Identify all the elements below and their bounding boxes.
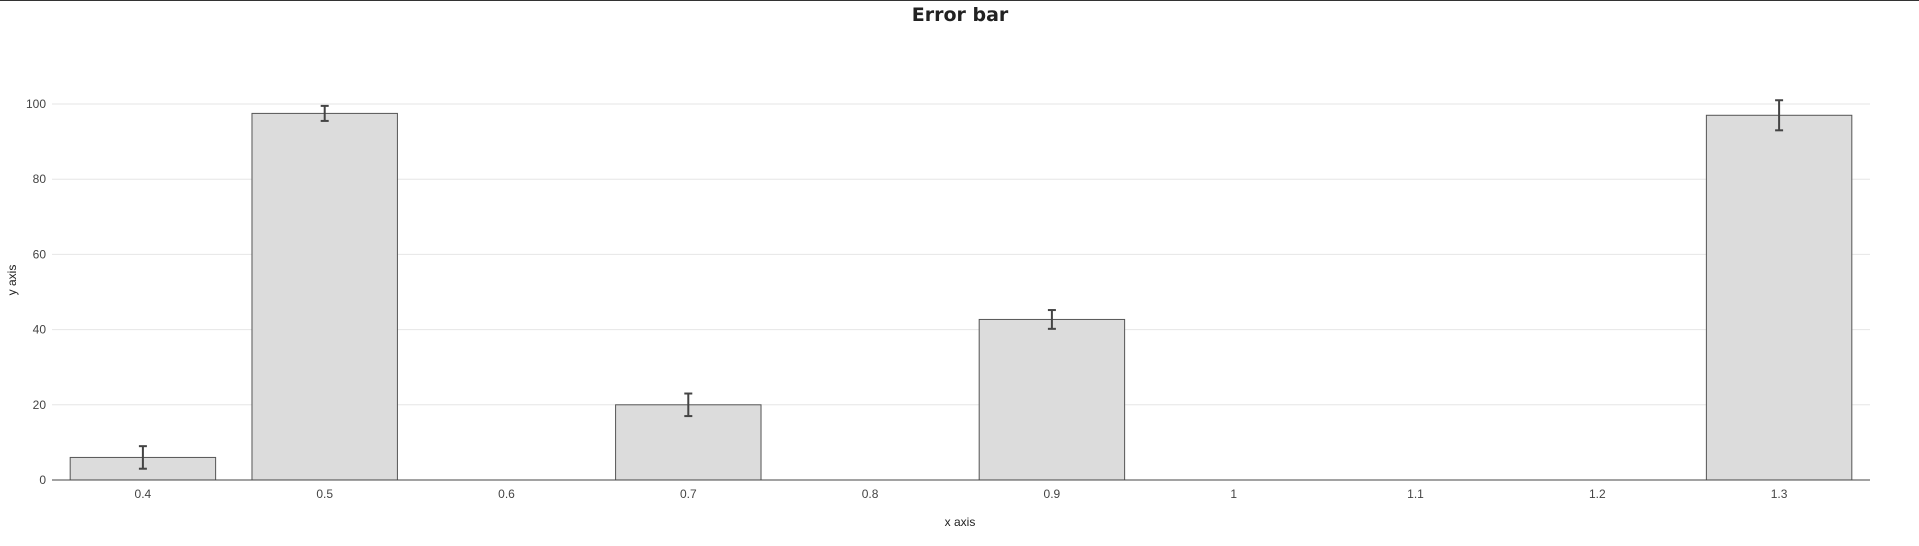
x-axis-title: x axis xyxy=(945,515,976,529)
error-bar xyxy=(684,392,693,418)
x-tick-label: 0.5 xyxy=(316,487,333,501)
chart-title: Error bar xyxy=(912,4,1009,26)
x-tick-label: 0.8 xyxy=(862,487,879,501)
error-bar xyxy=(1047,309,1056,330)
x-tick-label: 1.2 xyxy=(1589,487,1606,501)
x-tick-label: 0.9 xyxy=(1044,487,1061,501)
y-tick-label: 0 xyxy=(39,473,46,487)
x-tick-label: 0.4 xyxy=(135,487,152,501)
x-tick-label: 1.1 xyxy=(1407,487,1424,501)
error-bars xyxy=(138,99,1784,470)
y-axis-title: y axis xyxy=(5,265,19,296)
y-tick-labels: 0 20 40 60 80 100 xyxy=(26,97,46,487)
bar xyxy=(978,318,1126,481)
bar xyxy=(251,112,398,481)
x-tick-labels: 0.4 0.5 0.6 0.7 0.8 0.9 1 1.1 1.2 1.3 xyxy=(135,487,1788,501)
x-tick-label: 0.6 xyxy=(498,487,515,501)
top-border xyxy=(0,0,1919,1)
x-tick-label: 1.3 xyxy=(1771,487,1788,501)
y-tick-label: 20 xyxy=(33,398,47,412)
y-tick-label: 100 xyxy=(26,97,46,111)
y-tick-label: 60 xyxy=(33,247,47,261)
y-tick-label: 80 xyxy=(33,172,47,186)
x-tick-label: 0.7 xyxy=(680,487,697,501)
error-bar xyxy=(320,104,329,122)
error-bar xyxy=(1775,99,1784,132)
x-tick-label: 1 xyxy=(1230,487,1237,501)
bars xyxy=(69,112,1853,481)
bar xyxy=(1705,114,1853,481)
error-bar xyxy=(138,445,147,470)
y-tick-label: 40 xyxy=(33,323,47,337)
